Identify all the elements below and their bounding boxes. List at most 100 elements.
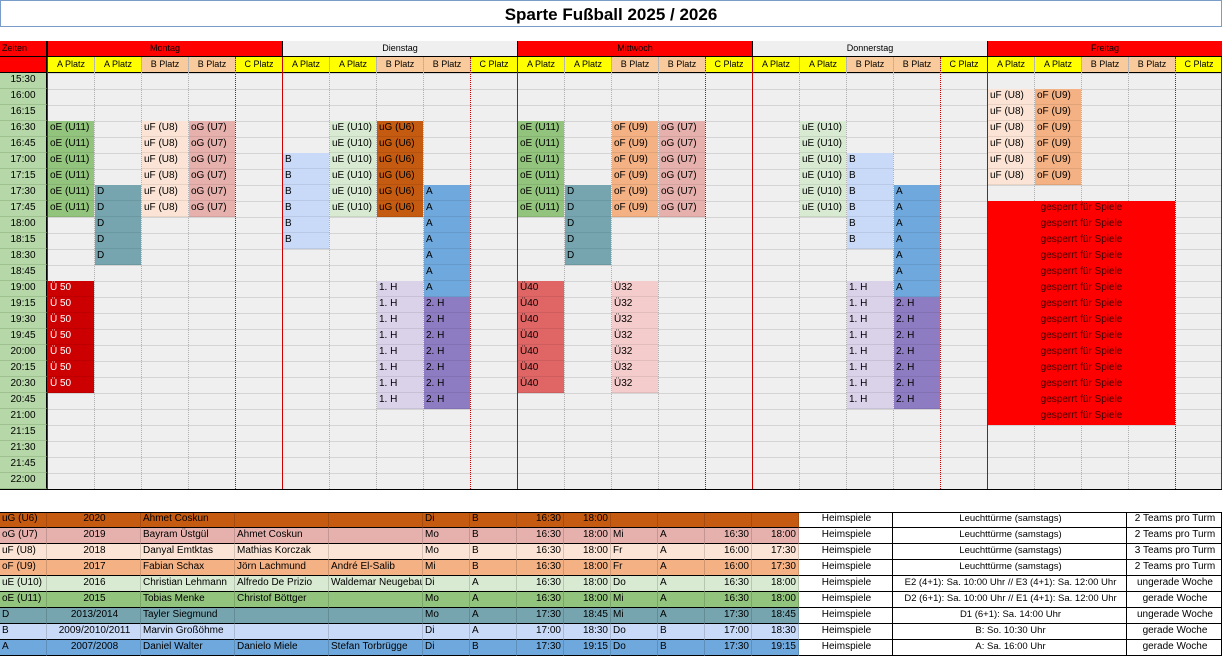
day-header-freitag[interactable]: Freitag — [987, 41, 1222, 57]
schedule-slot[interactable]: oG (U7) — [659, 201, 705, 217]
schedule-slot[interactable]: uG (U6) — [377, 201, 423, 217]
schedule-slot[interactable]: uF (U8) — [142, 153, 188, 169]
time-label[interactable]: 16:45 — [0, 137, 47, 153]
team-trainer1[interactable]: Bayram Üstgül — [141, 528, 235, 544]
team-to1[interactable]: 18:00 — [564, 560, 611, 576]
team-info[interactable]: Leuchttürme (samstags) — [893, 560, 1127, 576]
schedule-slot[interactable]: uF (U8) — [142, 121, 188, 137]
team-info[interactable]: A: Sa. 16:00 Uhr — [893, 640, 1127, 656]
team-heim[interactable]: Heimspiele — [799, 624, 893, 640]
schedule-slot[interactable]: oG (U7) — [189, 153, 235, 169]
schedule-slot[interactable]: 1. H — [377, 361, 423, 377]
schedule-slot[interactable]: oE (U11) — [518, 185, 564, 201]
schedule-slot[interactable]: Ü 50 — [48, 329, 94, 345]
schedule-slot[interactable]: uE (U10) — [330, 137, 376, 153]
schedule-slot[interactable]: Ü 50 — [48, 297, 94, 313]
team-trainer1[interactable]: Fabian Schax — [141, 560, 235, 576]
team-heim[interactable]: Heimspiele — [799, 592, 893, 608]
platz-header[interactable]: A Platz — [564, 57, 611, 73]
time-label[interactable]: 19:30 — [0, 313, 47, 329]
schedule-slot[interactable]: Ü40 — [518, 377, 564, 393]
schedule-slot[interactable]: oF (U9) — [612, 121, 658, 137]
team-from1[interactable]: 16:30 — [517, 576, 564, 592]
time-label[interactable]: 20:30 — [0, 377, 47, 393]
team-code[interactable]: oF (U9) — [0, 560, 47, 576]
team-info[interactable]: D2 (6+1): Sa. 10:00 Uhr // E1 (4+1): Sa.… — [893, 592, 1127, 608]
time-label[interactable]: 15:30 — [0, 73, 47, 89]
team-to2[interactable]: 17:30 — [752, 544, 799, 560]
team-trainer3[interactable] — [329, 512, 423, 528]
team-mode[interactable]: 2 Teams pro Turm — [1127, 528, 1222, 544]
team-mode[interactable]: ungerade Woche — [1127, 608, 1222, 624]
platz-header[interactable]: C Platz — [470, 57, 517, 73]
team-trainer1[interactable]: Daniel Walter — [141, 640, 235, 656]
schedule-slot[interactable]: A — [424, 185, 470, 201]
team-day1[interactable]: Mo — [423, 528, 470, 544]
schedule-slot[interactable]: uE (U10) — [330, 121, 376, 137]
team-day1[interactable]: Mo — [423, 544, 470, 560]
schedule-slot[interactable]: uG (U6) — [377, 153, 423, 169]
team-from2[interactable]: 16:00 — [705, 560, 752, 576]
team-heim[interactable]: Heimspiele — [799, 608, 893, 624]
day-header-montag[interactable]: Montag — [47, 41, 282, 57]
schedule-slot[interactable]: oE (U11) — [518, 169, 564, 185]
schedule-slot[interactable]: B — [283, 201, 329, 217]
team-year[interactable]: 2017 — [47, 560, 141, 576]
schedule-slot[interactable]: uE (U10) — [800, 137, 846, 153]
schedule-slot[interactable]: A — [424, 233, 470, 249]
schedule-slot[interactable]: Ü32 — [612, 313, 658, 329]
gesperrt-slot[interactable]: gesperrt für Spiele — [988, 281, 1175, 297]
team-from2[interactable]: 17:30 — [705, 640, 752, 656]
team-year[interactable]: 2019 — [47, 528, 141, 544]
time-label[interactable]: 17:45 — [0, 201, 47, 217]
team-trainer1[interactable]: Tayler Siegmund — [141, 608, 235, 624]
schedule-slot[interactable]: 1. H — [377, 377, 423, 393]
team-heim[interactable]: Heimspiele — [799, 544, 893, 560]
schedule-slot[interactable]: oF (U9) — [612, 185, 658, 201]
team-code[interactable]: D — [0, 608, 47, 624]
time-label[interactable]: 18:30 — [0, 249, 47, 265]
team-from2[interactable]: 16:30 — [705, 592, 752, 608]
team-day2[interactable]: Fr — [611, 560, 658, 576]
schedule-slot[interactable]: Ü32 — [612, 377, 658, 393]
schedule-slot[interactable]: uF (U8) — [142, 201, 188, 217]
schedule-slot[interactable]: 2. H — [894, 345, 940, 361]
schedule-slot[interactable]: 2. H — [424, 297, 470, 313]
schedule-slot[interactable]: A — [894, 217, 940, 233]
platz-header[interactable]: B Platz — [141, 57, 188, 73]
platz-header[interactable]: B Platz — [1081, 57, 1128, 73]
schedule-slot[interactable]: D — [95, 185, 141, 201]
schedule-slot[interactable]: oG (U7) — [659, 153, 705, 169]
team-day1[interactable]: Mo — [423, 608, 470, 624]
team-mode[interactable]: gerade Woche — [1127, 592, 1222, 608]
team-trainer1[interactable]: Tobias Menke — [141, 592, 235, 608]
platz-header[interactable]: A Platz — [799, 57, 846, 73]
schedule-slot[interactable]: A — [894, 185, 940, 201]
platz-header[interactable]: B Platz — [423, 57, 470, 73]
team-day2[interactable]: Do — [611, 624, 658, 640]
schedule-slot[interactable]: 2. H — [424, 345, 470, 361]
schedule-slot[interactable]: B — [283, 185, 329, 201]
schedule-slot[interactable]: Ü32 — [612, 345, 658, 361]
time-label[interactable]: 21:00 — [0, 409, 47, 425]
schedule-slot[interactable]: uE (U10) — [330, 153, 376, 169]
day-header-dienstag[interactable]: Dienstag — [282, 41, 517, 57]
schedule-slot[interactable]: oE (U11) — [48, 121, 94, 137]
schedule-slot[interactable]: uF (U8) — [988, 89, 1034, 105]
schedule-slot[interactable]: oG (U7) — [659, 185, 705, 201]
time-label[interactable]: 21:45 — [0, 457, 47, 473]
team-info[interactable]: Leuchttürme (samstags) — [893, 512, 1127, 528]
team-day1[interactable]: Mo — [423, 592, 470, 608]
schedule-slot[interactable]: Ü 50 — [48, 345, 94, 361]
team-from1[interactable]: 16:30 — [517, 544, 564, 560]
team-to1[interactable]: 18:00 — [564, 592, 611, 608]
team-year[interactable]: 2009/2010/2011 — [47, 624, 141, 640]
team-mode[interactable]: ungerade Woche — [1127, 576, 1222, 592]
team-platz1[interactable]: B — [470, 528, 517, 544]
schedule-slot[interactable]: A — [424, 281, 470, 297]
team-info[interactable]: D1 (6+1): Sa. 14:00 Uhr — [893, 608, 1127, 624]
schedule-slot[interactable]: uG (U6) — [377, 121, 423, 137]
schedule-slot[interactable]: Ü32 — [612, 281, 658, 297]
schedule-slot[interactable]: uG (U6) — [377, 169, 423, 185]
team-to2[interactable]: 18:00 — [752, 528, 799, 544]
